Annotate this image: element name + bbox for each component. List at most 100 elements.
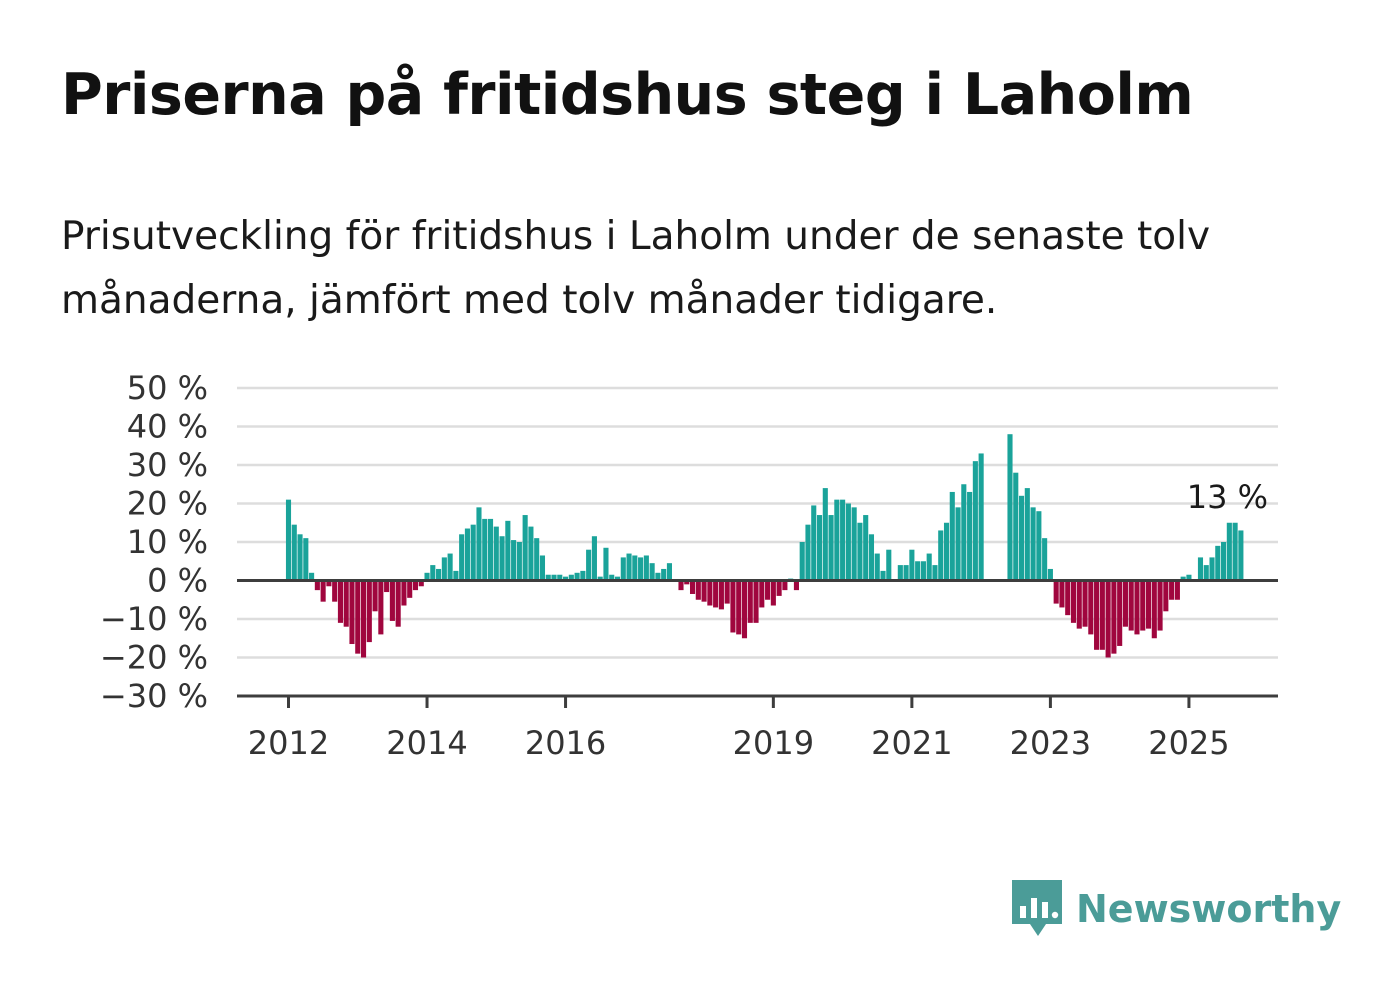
bar [638, 557, 644, 581]
bar [655, 572, 661, 581]
y-tick-label: −10 % [100, 600, 208, 638]
bar [1221, 542, 1227, 581]
bar [1180, 576, 1186, 581]
bar [568, 574, 574, 581]
bar [418, 580, 424, 587]
last-value-label: 13 % [1187, 478, 1268, 516]
axes [237, 579, 1278, 698]
bar [407, 580, 413, 598]
bar [949, 491, 955, 581]
newsworthy-logo-icon [1012, 880, 1062, 936]
bar [1163, 580, 1169, 612]
bar [436, 568, 442, 581]
bar [967, 491, 973, 581]
bar [770, 580, 776, 606]
bar [1117, 580, 1123, 646]
bar [776, 580, 782, 596]
bar [897, 565, 903, 581]
bar [528, 526, 534, 581]
bar [695, 580, 701, 600]
x-tick-label: 2019 [733, 724, 814, 762]
bar [920, 561, 926, 581]
bar-chart: 50 %40 %30 %20 %10 %0 %−10 %−20 %−30 % 2… [100, 369, 1278, 762]
bar [453, 570, 459, 581]
bar [372, 580, 378, 612]
bar [915, 561, 921, 581]
bar [793, 580, 799, 591]
bar [412, 580, 419, 591]
bar [476, 507, 482, 581]
bar [1099, 580, 1105, 650]
x-tick-label: 2023 [1010, 724, 1091, 762]
bar [355, 580, 361, 654]
bar [1145, 580, 1152, 629]
bar [857, 522, 863, 581]
bar [586, 549, 592, 581]
bar [678, 580, 684, 591]
y-tick-label: 50 % [127, 369, 208, 407]
bar [1157, 580, 1163, 631]
bar [320, 580, 326, 602]
bar [649, 563, 655, 581]
y-tick-label: 20 % [127, 485, 208, 523]
bar [632, 555, 638, 581]
y-tick-label: −20 % [100, 639, 208, 677]
bar [874, 553, 880, 581]
bar [840, 499, 846, 581]
bar [505, 520, 511, 581]
bar [309, 572, 315, 581]
bar [978, 453, 984, 581]
bar [689, 580, 696, 594]
bar [360, 580, 367, 658]
bar [620, 557, 626, 581]
bar [516, 542, 522, 581]
bar [291, 524, 297, 581]
bar [499, 536, 505, 581]
bar [747, 580, 753, 623]
bar [591, 536, 597, 581]
bar [1122, 580, 1128, 627]
bar [955, 507, 961, 581]
bar [661, 568, 667, 581]
bar [597, 576, 603, 581]
brand-logo: Newsworthy [1010, 878, 1341, 940]
bar [297, 534, 303, 581]
bar [303, 538, 309, 581]
bar [470, 524, 476, 581]
chart-subtitle: Prisutveckling för fritidshus i Laholm u… [61, 214, 1211, 323]
bar [834, 499, 840, 581]
bar [1065, 580, 1071, 616]
bar [961, 484, 967, 581]
bar [609, 574, 615, 581]
bar [326, 580, 332, 587]
y-tick-label: 30 % [127, 446, 208, 484]
bar [718, 580, 724, 610]
y-tick-label: 40 % [127, 408, 208, 446]
bar [666, 563, 672, 581]
x-tick-label: 2014 [386, 724, 467, 762]
bar [1047, 568, 1053, 581]
bar [545, 574, 551, 581]
bar [1059, 580, 1065, 608]
bar [1238, 530, 1244, 581]
bar [1105, 580, 1111, 658]
bar [314, 580, 320, 591]
bar [1186, 574, 1192, 581]
bar [1036, 511, 1042, 581]
bar [366, 580, 372, 643]
bar [805, 524, 811, 581]
bar [511, 540, 517, 581]
bar [643, 555, 649, 581]
bar [868, 534, 875, 581]
bar [943, 522, 950, 581]
x-tick-label: 2012 [248, 724, 329, 762]
bar [349, 580, 355, 645]
bar [1151, 580, 1157, 639]
bar [343, 580, 349, 627]
bar [1203, 565, 1209, 581]
bar [395, 580, 401, 627]
bar [285, 499, 292, 581]
bar [626, 553, 632, 581]
bar [932, 565, 938, 581]
bar [574, 572, 580, 581]
